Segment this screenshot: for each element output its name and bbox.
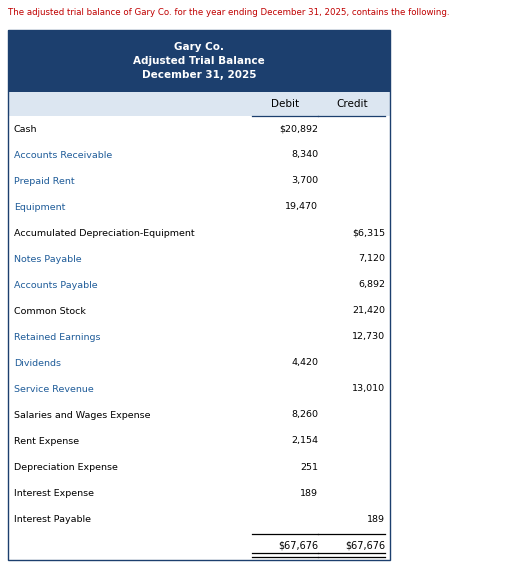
Text: 8,260: 8,260 — [291, 410, 318, 420]
Text: 251: 251 — [300, 463, 318, 471]
Text: The adjusted trial balance of Gary Co. for the year ending December 31, 2025, co: The adjusted trial balance of Gary Co. f… — [8, 8, 450, 17]
Text: 12,730: 12,730 — [352, 332, 385, 342]
Text: Dividends: Dividends — [14, 359, 61, 367]
Text: December 31, 2025: December 31, 2025 — [142, 70, 256, 80]
Text: 2,154: 2,154 — [291, 436, 318, 445]
Text: 13,010: 13,010 — [352, 385, 385, 394]
Text: 8,340: 8,340 — [291, 150, 318, 160]
Bar — [8, 30, 390, 560]
Text: Accounts Payable: Accounts Payable — [14, 281, 98, 289]
Text: 19,470: 19,470 — [285, 203, 318, 211]
Text: Retained Earnings: Retained Earnings — [14, 332, 100, 342]
Text: Interest Payable: Interest Payable — [14, 514, 91, 523]
Text: 21,420: 21,420 — [352, 307, 385, 316]
Text: Debit: Debit — [271, 99, 299, 109]
Text: Rent Expense: Rent Expense — [14, 436, 79, 445]
Text: Gary Co.: Gary Co. — [174, 42, 224, 52]
Text: Interest Expense: Interest Expense — [14, 488, 94, 498]
Text: 4,420: 4,420 — [291, 359, 318, 367]
Text: Prepaid Rent: Prepaid Rent — [14, 176, 75, 185]
Text: 7,120: 7,120 — [358, 254, 385, 263]
Text: 189: 189 — [367, 514, 385, 523]
Bar — [8, 30, 390, 92]
Bar — [8, 92, 390, 116]
Text: 6,892: 6,892 — [358, 281, 385, 289]
Text: $20,892: $20,892 — [279, 125, 318, 134]
Text: 189: 189 — [300, 488, 318, 498]
Text: Cash: Cash — [14, 125, 38, 134]
Text: Notes Payable: Notes Payable — [14, 254, 82, 263]
Text: Equipment: Equipment — [14, 203, 65, 211]
Text: $6,315: $6,315 — [352, 228, 385, 238]
Text: Credit: Credit — [336, 99, 368, 109]
Text: Common Stock: Common Stock — [14, 307, 86, 316]
Text: Accounts Receivable: Accounts Receivable — [14, 150, 112, 160]
Text: Depreciation Expense: Depreciation Expense — [14, 463, 118, 471]
Text: Adjusted Trial Balance: Adjusted Trial Balance — [133, 56, 265, 66]
Text: $67,676: $67,676 — [278, 540, 318, 550]
Text: 3,700: 3,700 — [291, 176, 318, 185]
Text: Service Revenue: Service Revenue — [14, 385, 94, 394]
Text: Salaries and Wages Expense: Salaries and Wages Expense — [14, 410, 150, 420]
Text: $67,676: $67,676 — [345, 540, 385, 550]
Text: Accumulated Depreciation-Equipment: Accumulated Depreciation-Equipment — [14, 228, 195, 238]
